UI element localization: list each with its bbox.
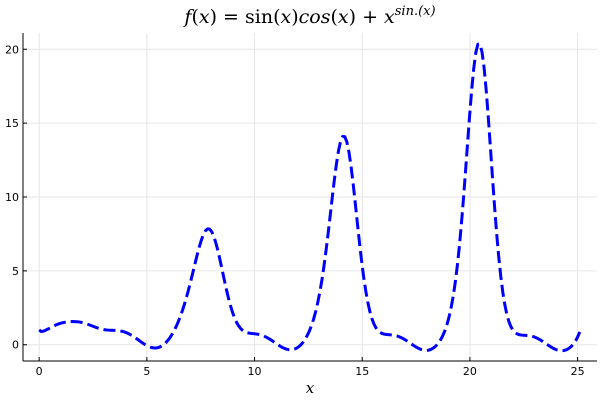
title-paren2-open: ( xyxy=(330,6,337,28)
y-tick-label: 5 xyxy=(12,265,19,278)
y-tick-label: 15 xyxy=(5,117,19,130)
y-tick-label: 20 xyxy=(5,43,19,56)
x-tick-label: 25 xyxy=(571,365,585,378)
title-paren-open: ( xyxy=(191,6,198,28)
chart-title: f(x) = sin(x)cos(x) + xsin.(x) xyxy=(182,4,435,28)
series-line xyxy=(38,42,582,353)
title-f: f xyxy=(182,6,194,28)
x-tick-label: 15 xyxy=(355,365,369,378)
y-tick-label: 0 xyxy=(12,339,19,352)
title-cos: cos xyxy=(299,6,331,28)
y-ticks: 0 5 10 15 20 xyxy=(5,43,27,352)
title-x3: x xyxy=(338,6,349,28)
title-x1: x xyxy=(199,6,210,28)
grid xyxy=(23,33,597,361)
title-exponent: sin.(x) xyxy=(395,4,436,19)
title-mid: ) xyxy=(291,6,298,28)
x-tick-label: 5 xyxy=(143,365,150,378)
y-tick-label: 10 xyxy=(5,191,19,204)
x-tick-label: 10 xyxy=(248,365,262,378)
x-tick-label: 20 xyxy=(463,365,477,378)
x-ticks: 0 5 10 15 20 25 xyxy=(36,357,585,378)
title-x4: x xyxy=(384,6,395,28)
title-eq-sin: ) = sin( xyxy=(210,6,281,28)
title-plus: ) + xyxy=(349,6,384,28)
series-layer xyxy=(38,42,582,353)
title-x2: x xyxy=(281,6,292,28)
x-axis-title: x xyxy=(306,379,315,397)
x-tick-label: 0 xyxy=(36,365,43,378)
